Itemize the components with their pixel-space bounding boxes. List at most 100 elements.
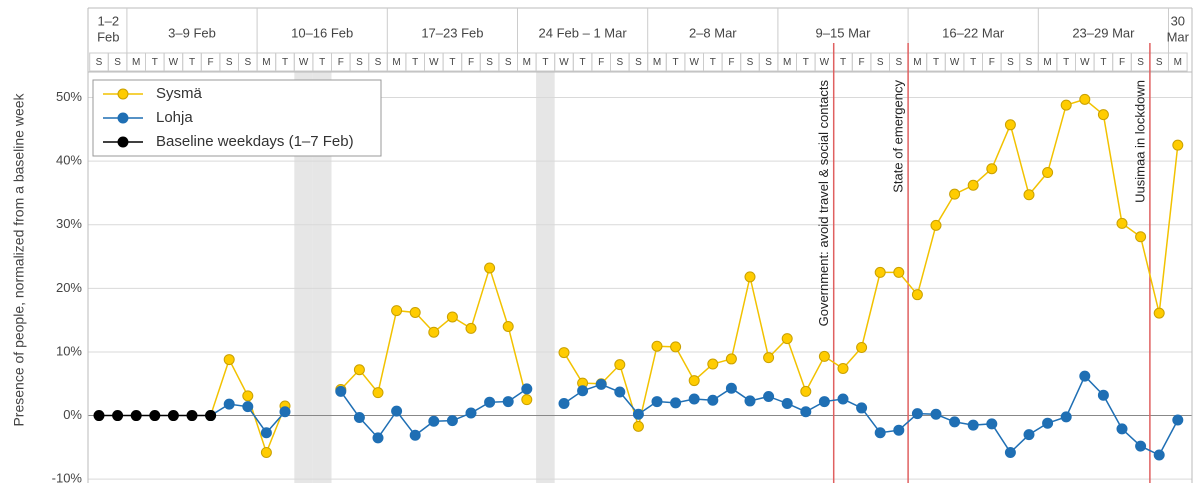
x-tick-label: T [803,57,809,68]
data-point [446,311,458,323]
data-point [242,401,254,413]
x-tick-label: M [262,57,270,68]
data-point [614,386,626,398]
x-tick-label: T [542,57,548,68]
data-point [1079,93,1091,105]
missing-day-shade [294,72,313,483]
x-tick-label: S [96,57,103,68]
data-point [651,396,663,408]
data-point [800,385,812,397]
x-tick-label: T [1100,57,1106,68]
x-tick-label: M [1043,57,1051,68]
missing-day-shade [536,72,555,483]
data-point [1060,411,1072,423]
x-tick-label: M [653,57,661,68]
x-tick-label: T [152,57,158,68]
data-point [93,410,105,422]
x-tick-label: T [412,57,418,68]
data-point [781,333,793,345]
data-point [837,393,849,405]
data-point [1116,423,1128,435]
x-tick-label: W [559,57,569,68]
x-tick-label: S [1156,57,1163,68]
legend-label: Sysmä [156,85,203,102]
legend-marker [117,136,129,148]
x-tick-label: F [1119,57,1125,68]
data-point [484,262,496,274]
event-label: Government: avoid travel & social contac… [816,79,831,326]
data-point [1023,429,1035,441]
legend-marker [117,112,129,124]
data-point [818,350,830,362]
y-tick-label: 0% [63,407,82,422]
data-point [874,427,886,439]
data-point [260,446,272,458]
data-point [930,408,942,420]
data-point [558,397,570,409]
data-point [744,395,756,407]
data-point [372,387,384,399]
x-tick-label: W [299,57,309,68]
data-point [484,396,496,408]
week-label: 9–15 Mar [816,25,872,40]
x-tick-label: F [728,57,734,68]
data-point [949,188,961,200]
week-label: 2–8 Mar [689,25,737,40]
x-tick-label: M [392,57,400,68]
data-point [223,398,235,410]
data-point [1004,446,1016,458]
data-point [223,354,235,366]
x-tick-label: T [580,57,586,68]
event-label: Uusimaa in lockdown [1132,80,1147,203]
data-point [856,341,868,353]
legend-marker [117,88,129,100]
data-point [1097,389,1109,401]
data-point [725,353,737,365]
data-point [781,397,793,409]
data-point [986,163,998,175]
x-tick-label: T [840,57,846,68]
x-tick-label: T [282,57,288,68]
week-label: 23–29 Mar [1072,25,1135,40]
data-point [1153,307,1165,319]
data-point [1042,417,1054,429]
data-point [205,410,217,422]
x-tick-label: F [989,57,995,68]
event-label: State of emergency [891,80,906,193]
x-tick-label: S [1137,57,1144,68]
data-point [651,340,663,352]
data-point [930,219,942,231]
week-label: 1–2 [97,13,119,28]
x-tick-label: W [169,57,179,68]
x-tick-label: S [895,57,902,68]
y-tick-label: 20% [56,280,82,295]
data-point [707,394,719,406]
data-point [967,179,979,191]
week-label: Mar [1167,29,1190,44]
week-label: 3–9 Feb [168,25,216,40]
x-tick-label: W [1080,57,1090,68]
data-point [856,402,868,414]
x-tick-label: T [319,57,325,68]
data-point [1153,449,1165,461]
data-point [893,266,905,278]
data-point [353,364,365,376]
x-tick-label: S [356,57,363,68]
x-tick-label: S [244,57,251,68]
week-label: 10–16 Feb [291,25,353,40]
data-point [763,352,775,364]
data-point [911,289,923,301]
x-tick-label: T [970,57,976,68]
x-tick-label: S [747,57,754,68]
data-point [670,341,682,353]
x-tick-label: S [114,57,121,68]
data-point [893,424,905,436]
x-tick-label: T [710,57,716,68]
x-tick-label: S [765,57,772,68]
y-tick-label: -10% [52,471,83,483]
x-tick-label: T [933,57,939,68]
data-point [967,419,979,431]
week-label: 30 [1171,13,1185,28]
x-tick-label: T [1063,57,1069,68]
